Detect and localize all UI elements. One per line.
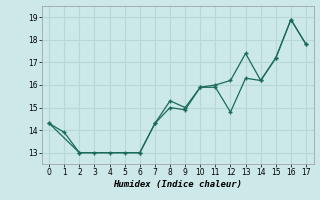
X-axis label: Humidex (Indice chaleur): Humidex (Indice chaleur)	[113, 180, 242, 189]
